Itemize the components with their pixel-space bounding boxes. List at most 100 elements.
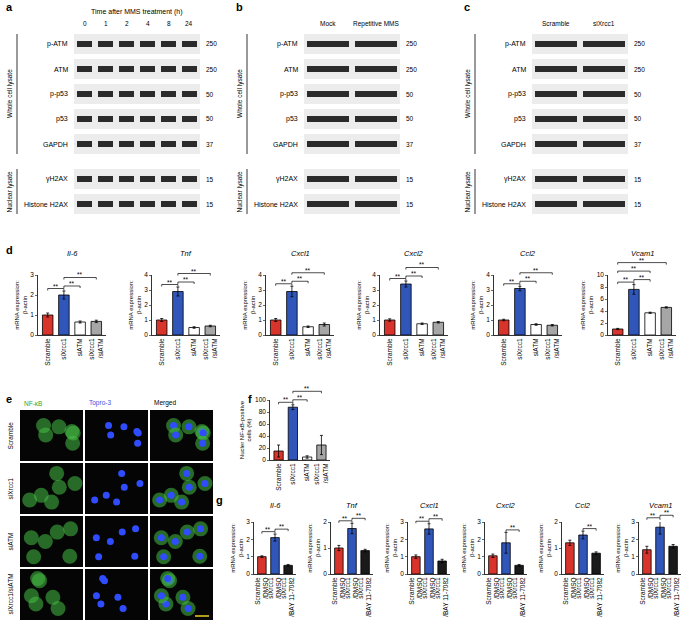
svg-text:siXrcc1: siXrcc1 [402, 338, 409, 360]
svg-text:1: 1 [30, 311, 34, 318]
svg-text:**: ** [664, 509, 670, 516]
svg-text:a: a [6, 1, 13, 13]
svg-text:**: ** [191, 268, 197, 275]
svg-text:**: ** [525, 275, 531, 282]
svg-text:**: ** [53, 283, 59, 290]
svg-text:37: 37 [634, 141, 642, 148]
svg-text:g: g [216, 494, 223, 506]
svg-text:3: 3 [400, 518, 404, 525]
svg-text:siXrcc1: siXrcc1 [289, 463, 296, 485]
svg-text:0: 0 [554, 570, 558, 577]
svg-text:**: ** [183, 276, 189, 283]
svg-text:24: 24 [185, 20, 193, 27]
svg-text:Histone H2AX: Histone H2AX [24, 201, 68, 208]
svg-text:p53: p53 [514, 115, 526, 123]
svg-text:siXrcc1: siXrcc1 [593, 20, 615, 27]
svg-text:6: 6 [600, 295, 604, 302]
svg-text:Scramble: Scramble [614, 338, 621, 366]
svg-text:0: 0 [631, 570, 635, 577]
svg-text:siXrcc1/BAY 11-7082: siXrcc1/BAY 11-7082 [357, 577, 372, 617]
svg-text:siXrcc1/siATM: siXrcc1/siATM [313, 463, 328, 485]
svg-text:Il-6: Il-6 [270, 501, 281, 510]
svg-text:Nuclear lysate: Nuclear lysate [464, 171, 472, 213]
svg-text:**: ** [419, 261, 425, 268]
svg-text:mRNA expression:β-actin: mRNA expression:β-actin [384, 523, 398, 573]
svg-text:mRNA expression:β-actin: mRNA expression:β-actin [242, 280, 256, 330]
svg-text:Scramble: Scramble [275, 463, 282, 491]
svg-text:2: 2 [486, 301, 490, 308]
svg-text:b: b [236, 1, 243, 13]
svg-text:Histone H2AX: Histone H2AX [254, 201, 298, 208]
svg-text:**: ** [533, 267, 539, 274]
svg-text:GAPDH: GAPDH [501, 141, 526, 148]
svg-text:0: 0 [477, 570, 481, 577]
svg-text:3: 3 [372, 286, 376, 293]
svg-text:1: 1 [323, 544, 327, 551]
svg-text:siXrcc1/DMSO: siXrcc1/DMSO [267, 577, 282, 599]
svg-text:50: 50 [634, 91, 642, 98]
svg-text:20: 20 [259, 444, 267, 451]
svg-text:3: 3 [486, 286, 490, 293]
svg-text:3: 3 [246, 518, 250, 525]
svg-text:Ccl2: Ccl2 [575, 501, 591, 510]
svg-text:Merged: Merged [154, 399, 176, 407]
svg-text:**: ** [639, 257, 645, 264]
svg-text:Topro-3: Topro-3 [89, 399, 111, 407]
svg-text:mRNA expression:β-actin: mRNA expression:β-actin [580, 280, 594, 330]
svg-text:**: ** [167, 279, 173, 286]
svg-text:siXrcc1/siATM: siXrcc1/siATM [88, 338, 103, 360]
svg-text:siXrcc1/DMSO: siXrcc1/DMSO [344, 577, 359, 599]
svg-text:250: 250 [406, 40, 417, 47]
svg-text:Scramble: Scramble [44, 338, 51, 366]
svg-text:0: 0 [144, 331, 148, 338]
svg-text:**: ** [395, 273, 401, 280]
svg-text:4: 4 [258, 271, 262, 278]
svg-text:2: 2 [144, 301, 148, 308]
svg-text:50: 50 [206, 91, 214, 98]
svg-text:siXrcc1/siATM: siXrcc1/siATM [658, 338, 673, 360]
svg-text:p-ATM: p-ATM [47, 40, 68, 48]
svg-text:**: ** [297, 275, 303, 282]
svg-text:d: d [6, 244, 13, 256]
svg-text:Repetitive MMS: Repetitive MMS [353, 20, 400, 28]
svg-text:50: 50 [634, 115, 642, 122]
svg-text:2: 2 [400, 536, 404, 543]
svg-text:Scramble: Scramble [542, 20, 570, 27]
svg-text:siXrcc1: siXrcc1 [174, 338, 181, 360]
svg-text:GAPDH: GAPDH [273, 141, 298, 148]
svg-text:mRNA expression:β-actin: mRNA expression:β-actin [470, 280, 484, 330]
svg-text:Whole cell lysate: Whole cell lysate [464, 69, 472, 118]
svg-text:mRNA expression:β-actin: mRNA expression:β-actin [356, 280, 370, 330]
svg-text:siATM: siATM [418, 338, 425, 356]
svg-text:**: ** [509, 278, 515, 285]
svg-text:3: 3 [258, 286, 262, 293]
svg-text:siATM: siATM [646, 338, 653, 356]
svg-text:1: 1 [631, 553, 635, 560]
svg-text:siXrcc1/siATM: siXrcc1/siATM [430, 338, 445, 360]
svg-text:0: 0 [246, 570, 250, 577]
svg-text:50: 50 [406, 91, 414, 98]
svg-text:Cxcl1: Cxcl1 [420, 501, 439, 510]
svg-text:**: ** [281, 278, 287, 285]
svg-text:1: 1 [144, 316, 148, 323]
svg-text:250: 250 [634, 66, 645, 73]
svg-text:3: 3 [144, 286, 148, 293]
svg-text:60: 60 [259, 420, 267, 427]
svg-text:**: ** [411, 270, 417, 277]
svg-text:Scramble: Scramble [158, 338, 165, 366]
svg-text:γH2AX: γH2AX [276, 175, 298, 183]
svg-text:Scramble/DMSO: Scramble/DMSO [639, 577, 654, 605]
svg-text:siXrcc1: siXrcc1 [288, 338, 295, 360]
svg-text:0: 0 [486, 331, 490, 338]
svg-text:**: ** [587, 523, 593, 530]
svg-text:3: 3 [631, 518, 635, 525]
svg-text:siXrcc1/siATM: siXrcc1/siATM [202, 338, 217, 360]
svg-text:NF-κB: NF-κB [24, 400, 42, 407]
svg-text:Ccl2: Ccl2 [520, 249, 536, 258]
svg-text:c: c [464, 1, 470, 13]
svg-text:15: 15 [634, 176, 642, 183]
svg-text:Scramble: Scramble [500, 338, 507, 366]
svg-text:Nuclear lysate: Nuclear lysate [236, 171, 244, 213]
svg-text:p-ATM: p-ATM [505, 40, 526, 48]
svg-text:4: 4 [486, 271, 490, 278]
